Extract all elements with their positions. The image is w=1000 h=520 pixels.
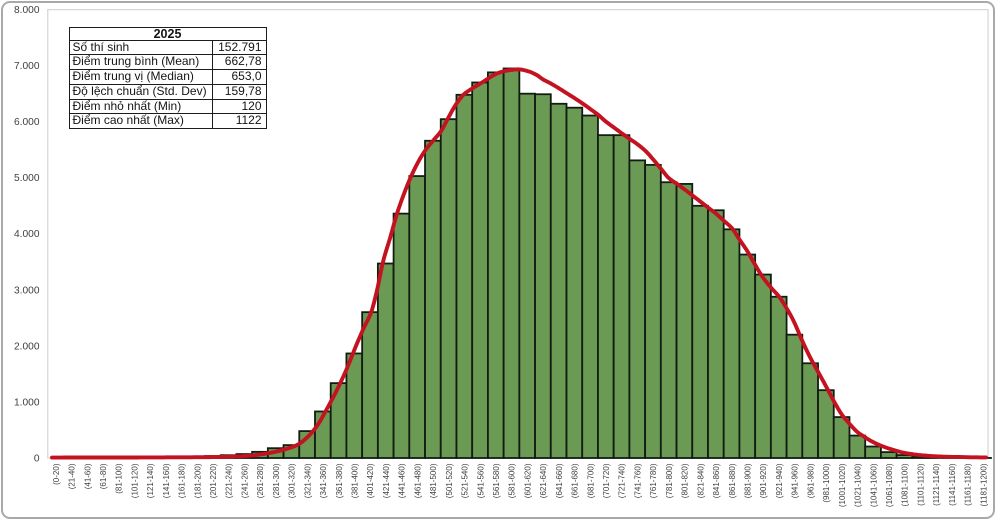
svg-text:(901-920): (901-920) (759, 463, 768, 498)
svg-text:(521-540): (521-540) (461, 463, 470, 498)
svg-text:(881-900): (881-900) (743, 463, 752, 498)
svg-text:(661-680): (661-680) (571, 463, 580, 498)
svg-text:(81-100): (81-100) (115, 463, 124, 494)
svg-text:(201-220): (201-220) (209, 463, 218, 498)
svg-text:(501-520): (501-520) (445, 463, 454, 498)
svg-text:(141-160): (141-160) (162, 463, 171, 498)
svg-text:(441-460): (441-460) (398, 463, 407, 498)
svg-text:(941-960): (941-960) (791, 463, 800, 498)
svg-text:(0-20): (0-20) (52, 463, 61, 485)
svg-text:6.000: 6.000 (14, 117, 40, 128)
svg-text:(61-80): (61-80) (99, 463, 108, 489)
svg-text:(101-120): (101-120) (130, 463, 139, 498)
svg-text:(1041-1060): (1041-1060) (869, 463, 878, 507)
svg-text:(1081-1100): (1081-1100) (901, 463, 910, 506)
svg-text:(761-780): (761-780) (649, 463, 658, 498)
svg-text:(41-60): (41-60) (83, 463, 92, 489)
svg-text:(361-380): (361-380) (335, 463, 344, 498)
svg-text:(281-300): (281-300) (272, 463, 281, 498)
svg-text:(1101-1120): (1101-1120) (916, 463, 925, 506)
svg-text:(681-700): (681-700) (586, 463, 595, 498)
svg-text:(561-580): (561-580) (492, 463, 501, 498)
svg-text:(1061-1080): (1061-1080) (885, 463, 894, 507)
svg-text:(801-820): (801-820) (681, 463, 690, 498)
svg-text:(841-860): (841-860) (712, 463, 721, 498)
svg-text:(1121-1140): (1121-1140) (932, 463, 941, 506)
svg-text:(1161-1180): (1161-1180) (964, 463, 973, 506)
svg-text:8.000: 8.000 (14, 5, 40, 16)
svg-text:(401-420): (401-420) (366, 463, 375, 498)
svg-text:(261-280): (261-280) (256, 463, 265, 498)
svg-text:2.000: 2.000 (14, 341, 40, 352)
svg-text:7.000: 7.000 (14, 61, 40, 72)
svg-text:(341-360): (341-360) (319, 463, 328, 498)
svg-text:(1141-1160): (1141-1160) (948, 463, 957, 506)
svg-text:1.000: 1.000 (14, 397, 40, 408)
svg-text:(421-440): (421-440) (382, 463, 391, 498)
svg-text:(1181-1200): (1181-1200) (979, 463, 988, 506)
svg-text:0: 0 (34, 453, 40, 464)
svg-text:(301-320): (301-320) (288, 463, 297, 498)
svg-text:(961-980): (961-980) (806, 463, 815, 498)
svg-text:(581-600): (581-600) (508, 463, 517, 498)
svg-text:(481-500): (481-500) (429, 463, 438, 498)
svg-text:4.000: 4.000 (14, 229, 40, 240)
svg-text:(241-260): (241-260) (240, 463, 249, 498)
svg-text:(861-880): (861-880) (728, 463, 737, 498)
svg-text:(221-240): (221-240) (225, 463, 234, 498)
svg-text:(321-340): (321-340) (303, 463, 312, 498)
svg-text:3.000: 3.000 (14, 285, 40, 296)
svg-text:(701-720): (701-720) (602, 463, 611, 498)
svg-text:(381-400): (381-400) (350, 463, 359, 498)
svg-text:(601-620): (601-620) (523, 463, 532, 498)
svg-text:(641-660): (641-660) (555, 463, 564, 498)
svg-text:(181-200): (181-200) (193, 463, 202, 498)
svg-text:(981-1000): (981-1000) (822, 463, 831, 502)
svg-text:(541-560): (541-560) (476, 463, 485, 498)
svg-text:(921-940): (921-940) (775, 463, 784, 498)
svg-text:(461-480): (461-480) (413, 463, 422, 498)
svg-text:(781-800): (781-800) (665, 463, 674, 498)
svg-text:(1021-1040): (1021-1040) (854, 463, 863, 507)
svg-text:(1001-1020): (1001-1020) (838, 463, 847, 507)
svg-text:(161-180): (161-180) (178, 463, 187, 498)
svg-text:(21-40): (21-40) (68, 463, 77, 489)
svg-text:(621-640): (621-640) (539, 463, 548, 498)
svg-text:(741-760): (741-760) (633, 463, 642, 498)
svg-text:(121-140): (121-140) (146, 463, 155, 498)
svg-text:5.000: 5.000 (14, 173, 40, 184)
svg-text:(721-740): (721-740) (618, 463, 627, 498)
svg-text:(821-840): (821-840) (696, 463, 705, 498)
